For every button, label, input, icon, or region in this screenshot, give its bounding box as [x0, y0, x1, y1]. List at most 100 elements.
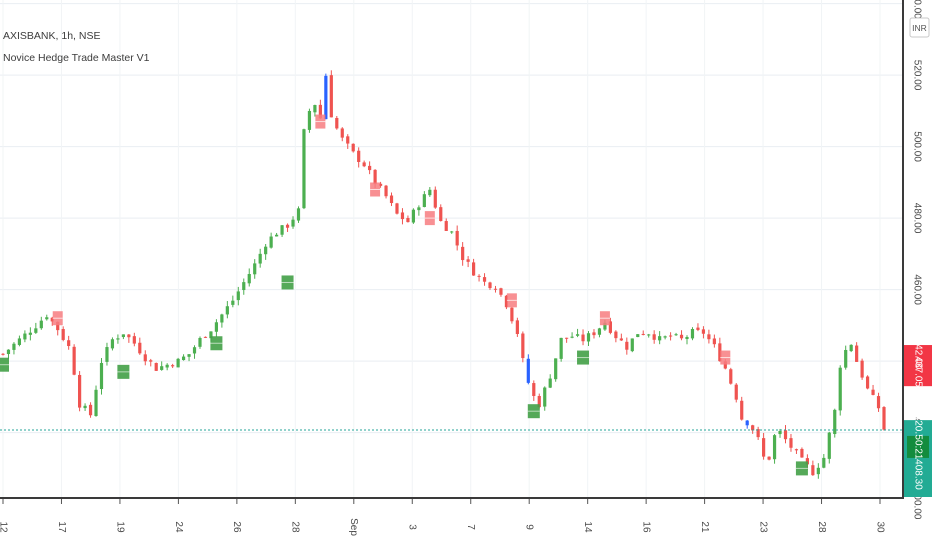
candle-body[interactable] — [422, 194, 426, 208]
candle-body[interactable] — [264, 246, 268, 255]
candle-body[interactable] — [712, 338, 716, 345]
candle-body[interactable] — [762, 438, 766, 457]
candle-body[interactable] — [641, 333, 645, 335]
candle-body[interactable] — [56, 321, 60, 331]
candle-body[interactable] — [94, 389, 98, 416]
candle-body[interactable] — [406, 218, 410, 223]
candle-body[interactable] — [198, 337, 202, 347]
candle-body[interactable] — [368, 165, 372, 171]
candle-body[interactable] — [811, 465, 815, 476]
candle-body[interactable] — [876, 396, 881, 409]
candle-body[interactable] — [99, 362, 104, 390]
candle-body[interactable] — [127, 334, 131, 338]
candle-body[interactable] — [855, 345, 859, 362]
candle-body[interactable] — [67, 340, 71, 347]
candle-body[interactable] — [357, 150, 361, 162]
candle-body[interactable] — [772, 435, 777, 460]
candle-body[interactable] — [203, 336, 208, 338]
candle-body[interactable] — [838, 367, 842, 411]
candle-body[interactable] — [586, 333, 591, 342]
candle-body[interactable] — [608, 321, 612, 333]
candle-body[interactable] — [652, 334, 656, 340]
candle-body[interactable] — [493, 288, 498, 290]
candle-body[interactable] — [471, 262, 476, 276]
candle-body[interactable] — [340, 128, 344, 138]
time-axis[interactable]: 12 17 19 24 26 28 Sep 3 7 9 14 16 21 23 28 30 — [0, 499, 885, 536]
candle-body[interactable] — [373, 169, 377, 185]
candle-body[interactable] — [794, 449, 799, 451]
candle-body[interactable] — [12, 343, 16, 350]
candle-body[interactable] — [548, 378, 552, 388]
candle-body[interactable] — [209, 331, 213, 339]
candle-body[interactable] — [740, 400, 744, 420]
candle-body[interactable] — [504, 295, 509, 308]
candle-body[interactable] — [734, 384, 738, 400]
candle-body[interactable] — [575, 334, 580, 336]
candles[interactable] — [1, 70, 886, 479]
candle-body[interactable] — [6, 349, 11, 355]
candle-body[interactable] — [39, 320, 43, 329]
candle-body[interactable] — [253, 263, 257, 275]
candle-body[interactable] — [466, 259, 470, 262]
candle-body[interactable] — [674, 334, 678, 336]
candle-body[interactable] — [417, 207, 421, 211]
indicator-legend[interactable]: Novice Hedge Trade Master V1 — [3, 52, 150, 64]
candle-body[interactable] — [351, 143, 355, 152]
candle-body[interactable] — [833, 409, 837, 435]
candle-body[interactable] — [302, 129, 306, 209]
candle-body[interactable] — [482, 277, 487, 282]
candle-body[interactable] — [718, 343, 722, 362]
candle-body[interactable] — [455, 230, 459, 246]
candle-body[interactable] — [751, 425, 755, 431]
candle-body[interactable] — [400, 212, 405, 220]
candle-body[interactable] — [275, 234, 279, 237]
candle-body[interactable] — [181, 356, 186, 361]
candle-body[interactable] — [258, 253, 262, 264]
candle-body[interactable] — [461, 246, 465, 261]
candle-body[interactable] — [499, 288, 503, 295]
candle-body[interactable] — [291, 219, 295, 227]
candle-body[interactable] — [324, 75, 328, 120]
candle-body[interactable] — [778, 430, 782, 435]
candle-body[interactable] — [335, 117, 339, 129]
candle-body[interactable] — [220, 314, 224, 323]
candle-body[interactable] — [378, 183, 383, 186]
candle-body[interactable] — [565, 337, 569, 339]
candle-body[interactable] — [871, 389, 875, 395]
candle-body[interactable] — [318, 104, 322, 119]
candle-body[interactable] — [384, 185, 388, 197]
candle-body[interactable] — [389, 195, 394, 204]
candle-body[interactable] — [154, 362, 158, 371]
candle-body[interactable] — [559, 337, 563, 359]
candle-body[interactable] — [537, 395, 541, 408]
candle-body[interactable] — [395, 203, 399, 214]
candle-body[interactable] — [285, 224, 290, 228]
candle-body[interactable] — [61, 329, 65, 340]
candle-body[interactable] — [488, 282, 492, 289]
candle-body[interactable] — [72, 346, 76, 375]
candle-body[interactable] — [756, 429, 760, 438]
candle-body[interactable] — [346, 136, 350, 144]
candle-body[interactable] — [783, 430, 788, 440]
candle-body[interactable] — [690, 328, 695, 339]
candle-body[interactable] — [789, 438, 793, 448]
candle-body[interactable] — [510, 307, 514, 322]
candle-body[interactable] — [800, 448, 804, 458]
candle-body[interactable] — [242, 282, 246, 291]
candle-body[interactable] — [17, 338, 22, 345]
candle-body[interactable] — [192, 347, 197, 354]
candle-body[interactable] — [619, 338, 623, 341]
candle-body[interactable] — [701, 329, 706, 334]
candle-body[interactable] — [160, 366, 164, 370]
candle-body[interactable] — [581, 334, 585, 342]
candle-body[interactable] — [685, 336, 689, 340]
candle-body[interactable] — [296, 208, 301, 221]
candle-body[interactable] — [668, 335, 673, 337]
candle-body[interactable] — [745, 420, 749, 426]
candle-body[interactable] — [570, 336, 574, 338]
candle-body[interactable] — [269, 236, 273, 248]
candle-body[interactable] — [433, 189, 437, 208]
candle-body[interactable] — [444, 221, 448, 231]
candle-body[interactable] — [526, 358, 530, 383]
candle-body[interactable] — [647, 334, 651, 336]
